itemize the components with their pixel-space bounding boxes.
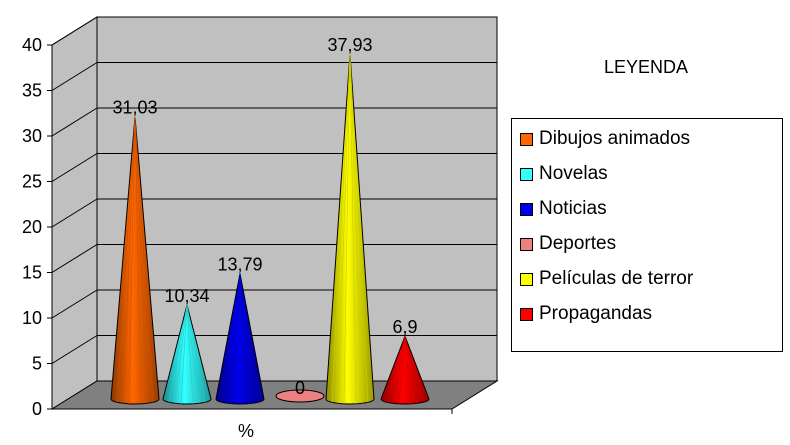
cone-deportes <box>275 389 325 403</box>
gridline-side <box>51 16 98 46</box>
cone-novelas <box>162 304 212 405</box>
legend-swatch <box>520 202 533 216</box>
legend-label: Películas de terror <box>539 268 694 289</box>
cone-facet <box>134 116 148 404</box>
cone-dibujos-animados <box>110 116 160 405</box>
cone-facet <box>398 336 406 404</box>
legend-label: Novelas <box>539 163 608 184</box>
y-tick-label: 0 <box>32 399 42 419</box>
legend-label: Noticias <box>539 198 607 219</box>
gridline-side <box>51 153 98 182</box>
cones-layer <box>110 53 430 405</box>
y-tick-label: 5 <box>32 354 42 374</box>
legend-swatch <box>520 132 533 146</box>
cone-facet <box>186 304 200 404</box>
y-tick-label: 10 <box>22 308 42 328</box>
cone-facet <box>343 53 351 404</box>
legend: Dibujos animados Novelas Noticias Deport… <box>511 118 783 352</box>
gridline-side <box>51 335 98 364</box>
cone-facet <box>168 304 188 403</box>
y-tick-label: 20 <box>22 217 42 237</box>
cone-propagandas <box>380 334 430 405</box>
cone-facet <box>122 116 136 404</box>
legend-title: LEYENDA <box>604 57 689 77</box>
legend-swatch <box>520 272 533 286</box>
legend-label: Propagandas <box>539 303 653 324</box>
cone-pel-culas-de-terror <box>325 53 375 405</box>
data-label: 10,34 <box>164 286 209 306</box>
y-tick-label: 40 <box>22 35 42 55</box>
cone-facet <box>233 273 241 404</box>
legend-item-propagandas: Propagandas <box>520 300 652 328</box>
cone-facet <box>337 53 351 404</box>
legend-item-peliculas-de-terror: Películas de terror <box>520 265 693 293</box>
gridline-side <box>51 198 98 228</box>
cone-facet <box>331 53 351 403</box>
cone-facet <box>239 273 253 404</box>
gridlines <box>51 16 497 364</box>
data-label: 6,9 <box>392 317 417 337</box>
gridline-side <box>51 244 98 273</box>
cone-facet <box>186 304 194 404</box>
cone-facet <box>239 273 247 404</box>
cone-facet <box>349 53 363 404</box>
cone-facet <box>349 53 369 403</box>
y-axis: 0 5 10 15 20 25 30 35 40 <box>22 35 453 419</box>
x-axis-label: % <box>238 421 255 441</box>
cone-facet <box>392 336 406 404</box>
legend-label: Dibujos animados <box>539 128 691 149</box>
legend-swatch <box>520 167 533 181</box>
y-tick-label: 30 <box>22 126 42 146</box>
cone-facet <box>404 336 424 403</box>
y-tick-label: 25 <box>22 172 42 192</box>
data-label: 31,03 <box>112 98 157 118</box>
cone-facet <box>180 304 188 404</box>
data-label: 0 <box>295 378 305 398</box>
data-labels: 31,03 10,34 13,79 0 37,93 6,9 <box>112 35 417 398</box>
gridline-side <box>51 62 98 91</box>
cone-facet <box>134 116 154 403</box>
legend-item-noticias: Noticias <box>520 195 607 223</box>
legend-label: Deportes <box>539 233 617 254</box>
cone-facet <box>116 116 136 403</box>
cone-facet <box>128 116 136 404</box>
data-label: 13,79 <box>217 255 262 275</box>
cone-facet <box>404 336 412 404</box>
legend-swatch <box>520 237 533 251</box>
cone-facet <box>221 273 241 403</box>
gridline-side <box>51 107 98 137</box>
gridline-side <box>51 289 98 319</box>
y-tick-label: 35 <box>22 81 42 101</box>
cone-facet <box>386 336 406 403</box>
cone-facet <box>404 336 418 404</box>
cone-facet <box>239 273 259 403</box>
cone-facet <box>174 304 188 404</box>
legend-item-novelas: Novelas <box>520 160 608 188</box>
legend-swatch <box>520 307 533 321</box>
cone-facet <box>186 304 206 403</box>
legend-item-dibujos-animados: Dibujos animados <box>520 125 690 153</box>
legend-item-deportes: Deportes <box>520 230 616 258</box>
cone-facet <box>349 53 357 404</box>
y-tick-label: 15 <box>22 263 42 283</box>
data-label: 37,93 <box>327 35 372 55</box>
cone-facet <box>134 116 142 404</box>
cone-facet <box>227 273 241 404</box>
cone-noticias <box>215 273 265 405</box>
